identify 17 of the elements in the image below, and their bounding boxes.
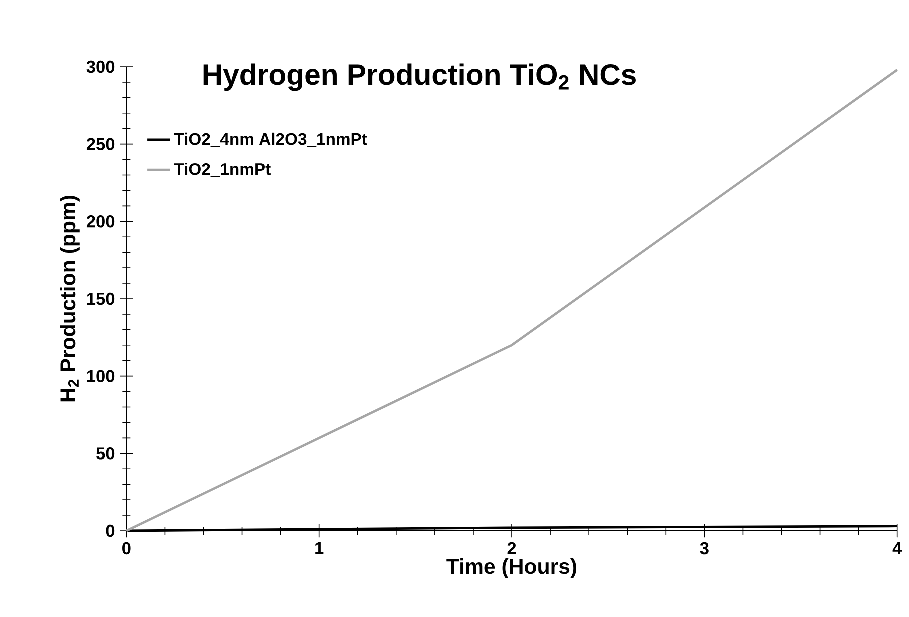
y-tick-label: 50: [96, 448, 115, 460]
x-tick-label: 2: [508, 542, 516, 554]
x-axis-title: Time (Hours): [446, 558, 577, 578]
y-axis-title: H$_{2}$ Production (ppm): [60, 196, 80, 402]
x-tick-label: 0: [122, 542, 131, 555]
chart-title: Hydrogen Production TiO$_{2}$ NCs: [204, 64, 636, 92]
x-tick-label: 3: [700, 542, 709, 555]
y-tick-label: 100: [87, 370, 115, 382]
y-tick-label: 0: [106, 524, 115, 538]
legend-label: TiO2_4nm Al2O3_1nmPt: [174, 132, 368, 148]
x-tick-label: 1: [316, 542, 324, 554]
y-tick-label: 150: [87, 292, 115, 306]
y-tick-label: 300: [86, 60, 115, 74]
x-tick-label: 4: [892, 542, 902, 554]
y-tick-label: 200: [86, 216, 115, 228]
y-tick-label: 250: [86, 138, 115, 150]
legend-label: TiO2_1nmPt: [174, 162, 271, 178]
